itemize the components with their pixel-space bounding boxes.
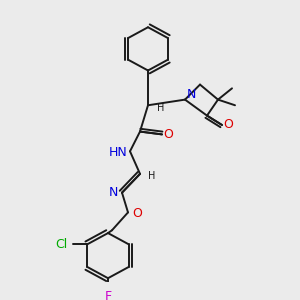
- Text: H: H: [157, 103, 164, 113]
- Text: Cl: Cl: [55, 238, 67, 251]
- Text: HN: HN: [108, 146, 127, 159]
- Text: H: H: [148, 171, 155, 181]
- Text: O: O: [163, 128, 173, 141]
- Text: N: N: [187, 88, 196, 101]
- Text: F: F: [104, 290, 112, 300]
- Text: N: N: [109, 186, 118, 199]
- Text: O: O: [223, 118, 233, 131]
- Text: O: O: [132, 207, 142, 220]
